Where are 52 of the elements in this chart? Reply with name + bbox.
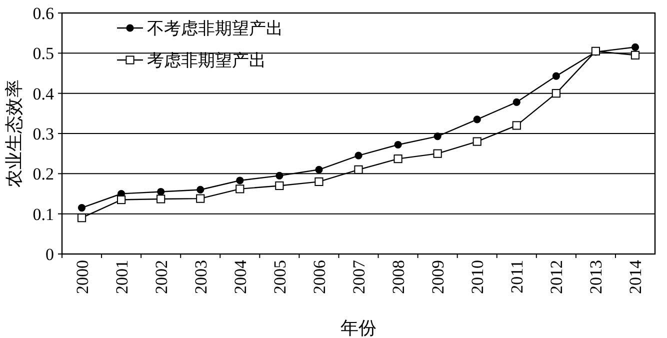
y-tick-label: 0.1	[32, 204, 54, 224]
point	[473, 116, 481, 124]
point	[472, 137, 482, 146]
x-tick-label: 2006	[310, 260, 329, 294]
point	[354, 165, 363, 174]
y-tick-label: 0.3	[32, 124, 54, 144]
x-tick-label: 2010	[468, 260, 488, 294]
x-tick-label: 2013	[586, 260, 606, 294]
point	[77, 214, 86, 222]
x-tick-label: 2000	[72, 260, 92, 294]
point	[275, 181, 284, 190]
point	[315, 166, 323, 174]
y-tick-label: 0.5	[32, 44, 54, 64]
point	[314, 177, 324, 186]
y-tick-label: 0.6	[32, 4, 54, 23]
x-tick-label: 2007	[350, 260, 368, 294]
x-tick-label: 2001	[112, 260, 132, 294]
point	[433, 149, 442, 158]
point	[236, 184, 244, 194]
point	[630, 50, 640, 60]
x-tick-label: 2012	[547, 260, 566, 294]
point	[552, 89, 560, 98]
x-tick-label: 2008	[389, 260, 408, 294]
point	[196, 194, 205, 203]
point	[434, 132, 442, 140]
point	[196, 186, 204, 194]
x-tick-label: 2011	[508, 260, 527, 294]
x-tick-label: 2004	[230, 260, 250, 294]
point	[512, 98, 520, 106]
x-tick-label: 2009	[428, 260, 448, 294]
point	[631, 43, 640, 51]
y-tick-label: 0	[46, 245, 54, 264]
point	[157, 188, 165, 196]
point	[117, 195, 126, 204]
x-tick-label: 2002	[152, 260, 171, 294]
y-tick-label: 0.2	[32, 164, 54, 184]
point	[236, 176, 244, 184]
point	[552, 72, 560, 80]
y-axis-title: 农业生态效率	[4, 80, 24, 188]
x-tick-label: 2014	[626, 260, 646, 294]
legend-label: 不考虑非期望产出	[147, 19, 283, 38]
point	[276, 172, 284, 180]
point	[156, 194, 166, 204]
point	[394, 154, 402, 164]
y-tick-label: 0.4	[32, 84, 54, 104]
point	[78, 204, 86, 212]
point	[354, 152, 362, 160]
point	[512, 121, 521, 130]
x-tick-label: 2003	[191, 260, 210, 294]
x-tick-label: 2005	[270, 260, 290, 294]
x-axis-title: 年份	[340, 318, 376, 338]
point	[394, 140, 402, 149]
